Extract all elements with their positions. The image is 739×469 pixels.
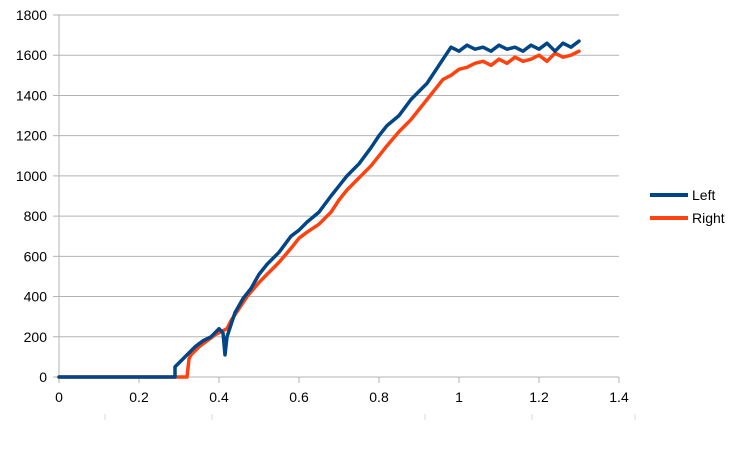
y-tick-label: 400 xyxy=(24,289,48,305)
series-line-right xyxy=(57,49,581,379)
legend-label-left: Left xyxy=(692,187,715,203)
y-tick-label: 0 xyxy=(39,369,47,385)
x-tick-label: 1.4 xyxy=(609,389,629,405)
y-tick-label: 1400 xyxy=(16,87,47,103)
x-tick-label: 0.2 xyxy=(129,389,149,405)
axes: 0 200 400 600 800 1000 1200 1400 1600 1800 0 0.2 0.4… xyxy=(16,7,636,420)
y-tick-label: 1000 xyxy=(16,168,47,184)
y-tick-label: 1600 xyxy=(16,47,47,63)
x-tick-label: 0.8 xyxy=(369,389,389,405)
legend-label-right: Right xyxy=(692,210,725,226)
y-tick-label: 1200 xyxy=(16,128,47,144)
series-line-left xyxy=(57,39,581,379)
series-lines xyxy=(57,39,581,379)
x-tick-label: 0 xyxy=(55,389,63,405)
y-tick-label: 600 xyxy=(24,248,48,264)
x-tick-label: 1.2 xyxy=(529,389,549,405)
legend: Left Right xyxy=(650,187,725,226)
grid-lines xyxy=(59,14,619,378)
y-tick-label: 800 xyxy=(24,208,48,224)
x-tick-label: 0.4 xyxy=(209,389,229,405)
x-tick-label: 0.6 xyxy=(289,389,309,405)
y-tick-label: 1800 xyxy=(16,7,47,23)
y-tick-label: 200 xyxy=(24,329,48,345)
x-tick-label: 1 xyxy=(455,389,463,405)
